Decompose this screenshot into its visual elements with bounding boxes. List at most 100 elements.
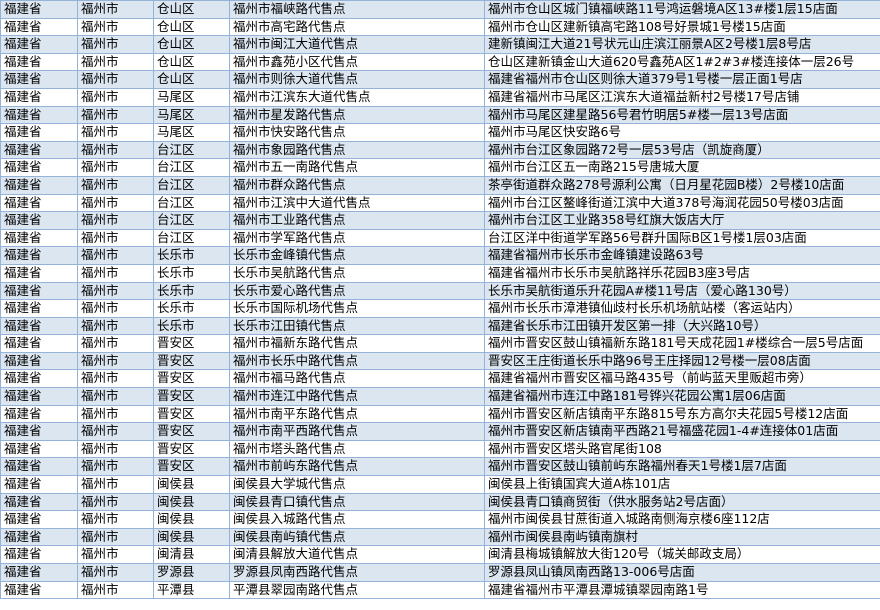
address-cell[interactable]: 福州市晋安区鼓山镇福新东路181号天成花园1#楼综合一层5号店面 (484, 334, 880, 353)
province-cell[interactable]: 福建省 (0, 193, 78, 213)
province-cell[interactable]: 福建省 (0, 211, 78, 230)
address-cell[interactable]: 台江区洋中街道学军路56号群升国际B区1号楼1层03店面 (484, 228, 880, 248)
address-cell[interactable]: 闽清县梅城镇解放大街120号（城关邮政支局） (484, 545, 880, 564)
address-cell[interactable]: 福州市马尾区快安路6号 (484, 123, 880, 142)
address-cell[interactable]: 福州市闽侯县甘蔗街道入城路南侧海京楼6座112店 (484, 510, 880, 529)
address-cell[interactable]: 福州市仓山区建新镇高宅路108号好景城1号楼15店面 (484, 17, 880, 37)
address-cell[interactable]: 福州市台江区工业路358号红旗大饭店大厅 (484, 211, 880, 230)
city-cell[interactable]: 福州市 (77, 510, 154, 529)
city-cell[interactable]: 福州市 (77, 439, 154, 459)
province-cell[interactable]: 福建省 (0, 457, 78, 477)
district-cell[interactable]: 闽侯县 (153, 492, 230, 512)
city-cell[interactable]: 福州市 (77, 457, 154, 477)
city-cell[interactable]: 福州市 (77, 369, 154, 389)
outlet-name-cell[interactable]: 福州市快安路代售点 (229, 123, 485, 142)
province-cell[interactable]: 福建省 (0, 580, 78, 600)
district-cell[interactable]: 晋安区 (153, 422, 230, 441)
province-cell[interactable]: 福建省 (0, 263, 78, 283)
city-cell[interactable]: 福州市 (77, 580, 154, 600)
city-cell[interactable]: 福州市 (77, 492, 154, 512)
address-cell[interactable]: 福建省福州市仓山区则徐大道379号1号楼一层正面1号店 (484, 70, 880, 89)
outlet-name-cell[interactable]: 长乐市江田镇代售点 (229, 316, 485, 336)
address-cell[interactable]: 闽侯县上街镇国宾大道A栋101店 (484, 475, 880, 494)
province-cell[interactable]: 福建省 (0, 105, 78, 125)
outlet-name-cell[interactable]: 闽侯县青口镇代售点 (229, 492, 485, 512)
outlet-name-cell[interactable]: 福州市工业路代售点 (229, 211, 485, 230)
province-cell[interactable]: 福建省 (0, 422, 78, 441)
address-cell[interactable]: 福建省福州市长乐市金峰镇建设路63号 (484, 246, 880, 265)
outlet-name-cell[interactable]: 福州市福新东路代售点 (229, 334, 485, 353)
address-cell[interactable]: 福州市台江区象园路72号一层53号店（凯旋商厦） (484, 140, 880, 160)
province-cell[interactable]: 福建省 (0, 35, 78, 54)
city-cell[interactable]: 福州市 (77, 105, 154, 125)
district-cell[interactable]: 晋安区 (153, 404, 230, 424)
district-cell[interactable]: 长乐市 (153, 246, 230, 265)
outlet-name-cell[interactable]: 福州市鑫苑小区代售点 (229, 52, 485, 72)
district-cell[interactable]: 仓山区 (153, 17, 230, 37)
city-cell[interactable]: 福州市 (77, 351, 154, 371)
outlet-name-cell[interactable]: 罗源县凤南西路代售点 (229, 563, 485, 582)
city-cell[interactable]: 福州市 (77, 563, 154, 582)
district-cell[interactable]: 闽清县 (153, 545, 230, 564)
outlet-name-cell[interactable]: 闽清县解放大道代售点 (229, 545, 485, 564)
province-cell[interactable]: 福建省 (0, 527, 78, 547)
province-cell[interactable]: 福建省 (0, 334, 78, 353)
address-cell[interactable]: 闽侯县青口镇商贸街（供水服务站2号店面） (484, 492, 880, 512)
outlet-name-cell[interactable]: 福州市五一南路代售点 (229, 158, 485, 177)
address-cell[interactable]: 福州市晋安区新店镇南平西路21号福盛花园1-4#连接体01店面 (484, 422, 880, 441)
address-cell[interactable]: 福建省福州市平潭县潭城镇翠园南路1号 (484, 580, 880, 600)
district-cell[interactable]: 罗源县 (153, 563, 230, 582)
district-cell[interactable]: 台江区 (153, 140, 230, 160)
district-cell[interactable]: 平潭县 (153, 580, 230, 600)
district-cell[interactable]: 台江区 (153, 158, 230, 177)
province-cell[interactable]: 福建省 (0, 563, 78, 582)
outlet-name-cell[interactable]: 福州市江滨中大道代售点 (229, 193, 485, 213)
city-cell[interactable]: 福州市 (77, 52, 154, 72)
province-cell[interactable]: 福建省 (0, 87, 78, 107)
outlet-name-cell[interactable]: 福州市群众路代售点 (229, 175, 485, 195)
province-cell[interactable]: 福建省 (0, 404, 78, 424)
outlet-name-cell[interactable]: 福州市高宅路代售点 (229, 17, 485, 37)
city-cell[interactable]: 福州市 (77, 404, 154, 424)
address-cell[interactable]: 福建省福州市连江中路181号铧兴花园公寓1层06店面 (484, 387, 880, 406)
outlet-name-cell[interactable]: 闽侯县入城路代售点 (229, 510, 485, 529)
city-cell[interactable]: 福州市 (77, 70, 154, 89)
district-cell[interactable]: 晋安区 (153, 387, 230, 406)
province-cell[interactable]: 福建省 (0, 545, 78, 564)
outlet-name-cell[interactable]: 福州市闽江大道代售点 (229, 35, 485, 54)
province-cell[interactable]: 福建省 (0, 52, 78, 72)
district-cell[interactable]: 仓山区 (153, 35, 230, 54)
outlet-name-cell[interactable]: 长乐市吴航路代售点 (229, 263, 485, 283)
province-cell[interactable]: 福建省 (0, 492, 78, 512)
outlet-name-cell[interactable]: 长乐市金峰镇代售点 (229, 246, 485, 265)
province-cell[interactable]: 福建省 (0, 70, 78, 89)
province-cell[interactable]: 福建省 (0, 123, 78, 142)
city-cell[interactable]: 福州市 (77, 17, 154, 37)
district-cell[interactable]: 闽侯县 (153, 475, 230, 494)
district-cell[interactable]: 晋安区 (153, 439, 230, 459)
outlet-name-cell[interactable]: 福州市南平西路代售点 (229, 422, 485, 441)
address-cell[interactable]: 福州市晋安区鼓山镇前屿东路福州春天1号楼1层7店面 (484, 457, 880, 477)
address-cell[interactable]: 晋安区王庄街道长乐中路96号王庄择园12号楼一层08店面 (484, 351, 880, 371)
outlet-name-cell[interactable]: 闽侯县南屿镇代售点 (229, 527, 485, 547)
address-cell[interactable]: 福建省福州市马尾区江滨东大道福益新村2号楼17号店铺 (484, 87, 880, 107)
city-cell[interactable]: 福州市 (77, 123, 154, 142)
district-cell[interactable]: 晋安区 (153, 369, 230, 389)
outlet-name-cell[interactable]: 福州市象园路代售点 (229, 140, 485, 160)
district-cell[interactable]: 马尾区 (153, 87, 230, 107)
province-cell[interactable]: 福建省 (0, 281, 78, 301)
province-cell[interactable]: 福建省 (0, 0, 78, 19)
address-cell[interactable]: 福州市仓山区城门镇福峡路11号鸿运磐境A区13#楼1层15店面 (484, 0, 880, 19)
outlet-name-cell[interactable]: 福州市星发路代售点 (229, 105, 485, 125)
province-cell[interactable]: 福建省 (0, 351, 78, 371)
city-cell[interactable]: 福州市 (77, 35, 154, 54)
district-cell[interactable]: 长乐市 (153, 299, 230, 318)
city-cell[interactable]: 福州市 (77, 246, 154, 265)
province-cell[interactable]: 福建省 (0, 17, 78, 37)
district-cell[interactable]: 长乐市 (153, 316, 230, 336)
city-cell[interactable]: 福州市 (77, 299, 154, 318)
address-cell[interactable]: 茶亭街道群众路278号源利公寓（日月星花园B楼）2号楼10店面 (484, 175, 880, 195)
district-cell[interactable]: 马尾区 (153, 105, 230, 125)
city-cell[interactable]: 福州市 (77, 281, 154, 301)
district-cell[interactable]: 马尾区 (153, 123, 230, 142)
